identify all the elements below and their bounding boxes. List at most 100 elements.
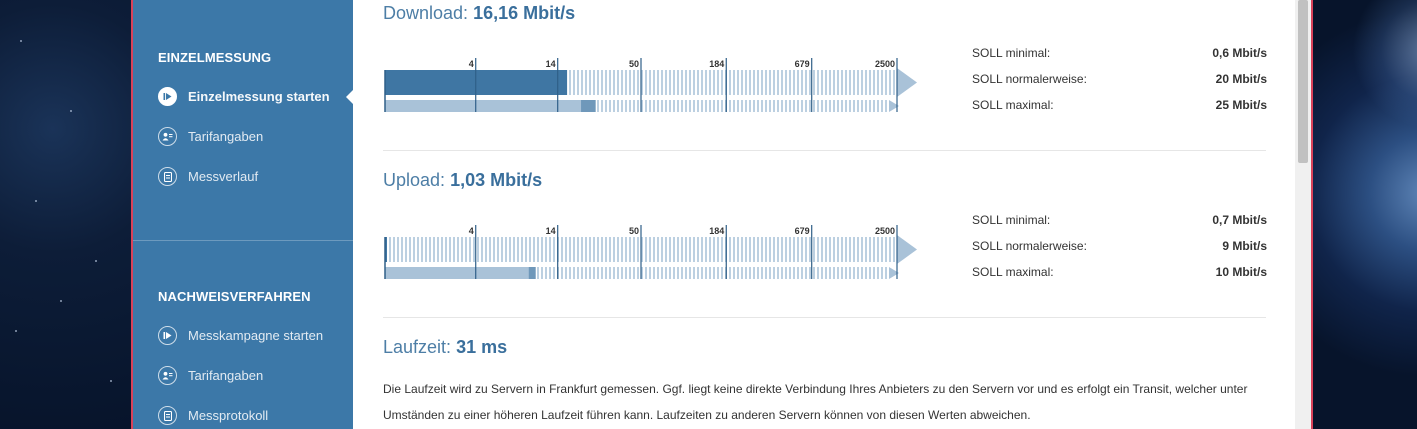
gauge-stripe [665, 100, 667, 112]
gauge-stripe [809, 70, 811, 95]
gauge-stripe [837, 100, 839, 112]
gauge-stripe [697, 70, 699, 95]
gauge-stripe [733, 237, 735, 262]
gauge-stripe [517, 237, 519, 262]
gauge-stripe [673, 100, 675, 112]
gauge-stripe [769, 100, 771, 112]
sidebar-item-einzelmessung-starten[interactable]: Einzelmessung starten [158, 87, 330, 106]
gauge-stripe [865, 237, 867, 262]
gauge-stripe [589, 70, 591, 95]
gauge-stripe [849, 100, 851, 112]
active-indicator-arrow [346, 90, 353, 104]
gauge-stripe [729, 237, 731, 262]
gauge-stripe [773, 237, 775, 262]
gauge-stripe [701, 267, 703, 279]
gauge-stripe [857, 237, 859, 262]
gauge-stripe [561, 267, 563, 279]
gauge-stripe [861, 70, 863, 95]
gauge-stripe [801, 237, 803, 262]
gauge-stripe [497, 237, 499, 262]
gauge-stripe [821, 100, 823, 112]
gauge-stripe [645, 70, 647, 95]
gauge-stripe [629, 267, 631, 279]
gauge-stripe [629, 237, 631, 262]
gauge-stripe [741, 237, 743, 262]
sidebar-item-messverlauf[interactable]: Messverlauf [158, 167, 258, 186]
gauge-stripe [569, 237, 571, 262]
gauge-stripe [733, 70, 735, 95]
gauge-stripe [761, 267, 763, 279]
gauge-stripe [637, 237, 639, 262]
gauge-stripe [453, 237, 455, 262]
gauge-stripe [757, 267, 759, 279]
gauge-stripe [757, 100, 759, 112]
gauge-stripe [765, 100, 767, 112]
gauge-stripe [661, 100, 663, 112]
gauge-stripe [669, 237, 671, 262]
gauge-stripe [637, 70, 639, 95]
gauge-stripe [709, 237, 711, 262]
gauge-tick-label: 2500 [875, 59, 895, 69]
gauge-tick-label: 184 [709, 226, 724, 236]
gauge-stripe [861, 100, 863, 112]
gauge-stripe [425, 237, 427, 262]
gauge-stripe [873, 70, 875, 95]
gauge-stripe [705, 70, 707, 95]
gauge-stripe [781, 237, 783, 262]
gauge-stripe [673, 237, 675, 262]
gauge-stripe [869, 70, 871, 95]
sidebar-item-messprotokoll[interactable]: Messprotokoll [158, 406, 268, 425]
gauge-stripe [501, 237, 503, 262]
gauge-stripe [677, 267, 679, 279]
gauge-stripe [869, 237, 871, 262]
gauge-stripe [857, 267, 859, 279]
gauge-stripe [781, 267, 783, 279]
gauge-tick-label: 2500 [875, 226, 895, 236]
gauge-stripe [765, 237, 767, 262]
gauge-stripe [829, 70, 831, 95]
gauge-stripe [841, 267, 843, 279]
gauge-stripe [469, 237, 471, 262]
gauge-stripe [781, 70, 783, 95]
gauge-stripe [797, 100, 799, 112]
gauge-stripe [753, 100, 755, 112]
gauge-stripe [613, 267, 615, 279]
scrollbar-thumb[interactable] [1298, 0, 1308, 163]
gauge-stripe [753, 267, 755, 279]
gauge-stripe [765, 70, 767, 95]
gauge-stripe [681, 267, 683, 279]
gauge-stripe [713, 70, 715, 95]
frame-border-left [131, 0, 133, 429]
gauge-stripe [649, 100, 651, 112]
sidebar-item-messkampagne-starten[interactable]: Messkampagne starten [158, 326, 323, 345]
sidebar-item-label: Messverlauf [188, 169, 259, 184]
gauge-stripe [461, 237, 463, 262]
target-max-bar [385, 267, 536, 279]
main-content: Download: 16,16 Mbit/s 4 14 50 184 679 2500 S… [353, 0, 1295, 429]
gauge-stripe [637, 267, 639, 279]
gauge-stripe [573, 237, 575, 262]
gauge-stripe [801, 100, 803, 112]
sidebar-item-tarifangaben-2[interactable]: Tarifangaben [158, 366, 263, 385]
gauge-stripe [629, 70, 631, 95]
soll-label: SOLL minimal: [972, 213, 1051, 227]
sidebar-item-tarifangaben[interactable]: Tarifangaben [158, 127, 263, 146]
gauge-stripe [833, 100, 835, 112]
gauge-stripe [653, 100, 655, 112]
gauge-arrow-head [897, 235, 917, 264]
gauge-stripe [885, 267, 887, 279]
gauge-stripe [685, 70, 687, 95]
gauge-stripe [849, 237, 851, 262]
gauge-stripe [729, 70, 731, 95]
gauge-stripe [885, 237, 887, 262]
gauge-stripe [749, 70, 751, 95]
gauge-stripe [593, 267, 595, 279]
gauge-stripe [565, 267, 567, 279]
gauge-stripe [701, 237, 703, 262]
gauge-stripe [869, 100, 871, 112]
gauge-stripe [881, 70, 883, 95]
gauge-stripe [601, 267, 603, 279]
gauge-stripe [709, 267, 711, 279]
gauge-stripe [681, 70, 683, 95]
gauge-stripe [837, 70, 839, 95]
